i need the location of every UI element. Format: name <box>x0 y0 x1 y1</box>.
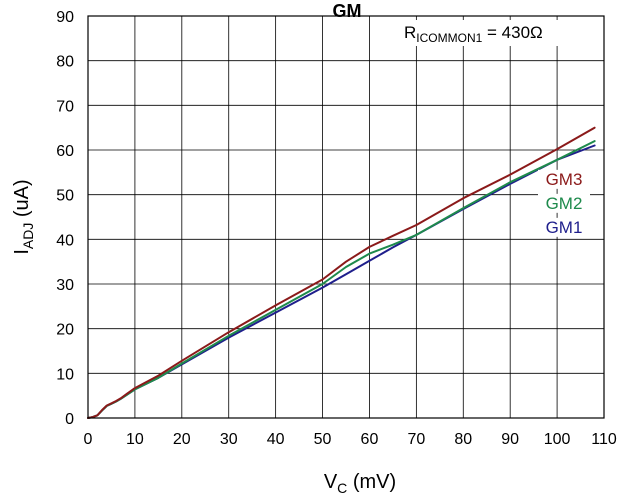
x-tick-label: 50 <box>314 431 332 448</box>
y-axis-title-unit: (uA) <box>11 179 33 222</box>
plot-frame <box>87 15 605 419</box>
series-line-gm1 <box>87 144 596 419</box>
resistance-annotation: RICOMMON1 = 430Ω <box>398 20 596 46</box>
y-axis-title-main: I <box>11 249 33 255</box>
x-tick-label: 70 <box>407 431 425 448</box>
y-tick-label: 10 <box>56 366 74 383</box>
x-tick-label: 20 <box>173 431 191 448</box>
y-tick-label: 50 <box>56 188 74 205</box>
x-tick-label: 40 <box>267 431 285 448</box>
x-tick-label: 0 <box>84 431 93 448</box>
legend-label-gm3: GM3 <box>546 170 583 189</box>
grid <box>87 15 605 419</box>
y-tick-label: 0 <box>65 411 74 428</box>
annotation-rest: = 430Ω <box>482 23 542 42</box>
annotation-main: R <box>404 23 416 42</box>
y-tick-label: 60 <box>56 143 74 160</box>
y-tick-label: 80 <box>56 54 74 71</box>
y-tick-label: 90 <box>56 9 74 26</box>
series-line-gm3 <box>87 126 596 419</box>
legend-label-gm1: GM1 <box>546 218 583 237</box>
y-tick-label: 40 <box>56 232 74 249</box>
x-tick-label: 110 <box>591 431 617 448</box>
legend-background <box>538 193 590 213</box>
chart-title: GM <box>333 1 362 21</box>
series-line-gm2 <box>87 140 596 419</box>
tick-labels: 0 10 20 30 40 50 60 70 80 90 100 110 0 10 20 30 40 50 60 70… <box>56 9 617 448</box>
legend-label-gm2: GM2 <box>546 194 583 213</box>
y-tick-label: 70 <box>56 98 74 115</box>
x-axis-title: VC (mV) <box>324 471 396 496</box>
y-tick-label: 30 <box>56 277 74 294</box>
x-tick-label: 10 <box>126 431 144 448</box>
y-tick-label: 20 <box>56 322 74 339</box>
x-axis-title-subscript: C <box>337 480 347 496</box>
x-tick-label: 100 <box>544 431 571 448</box>
x-tick-label: 60 <box>361 431 379 448</box>
x-axis-title-unit: (mV) <box>347 471 396 493</box>
x-axis-title-main: V <box>324 471 338 493</box>
annotation-subscript: ICOMMON1 <box>416 31 482 45</box>
x-tick-label: 30 <box>220 431 238 448</box>
x-tick-label: 90 <box>501 431 519 448</box>
x-tick-label: 80 <box>454 431 472 448</box>
legend-background <box>538 169 590 189</box>
legend: GM3 GM2 GM1 <box>538 169 590 237</box>
legend-background <box>538 217 590 237</box>
annotation-text: RICOMMON1 = 430Ω <box>404 23 543 45</box>
series-lines <box>87 126 596 419</box>
y-axis-title: IADJ (uA) <box>11 179 36 254</box>
y-axis-title-subscript: ADJ <box>20 223 36 249</box>
